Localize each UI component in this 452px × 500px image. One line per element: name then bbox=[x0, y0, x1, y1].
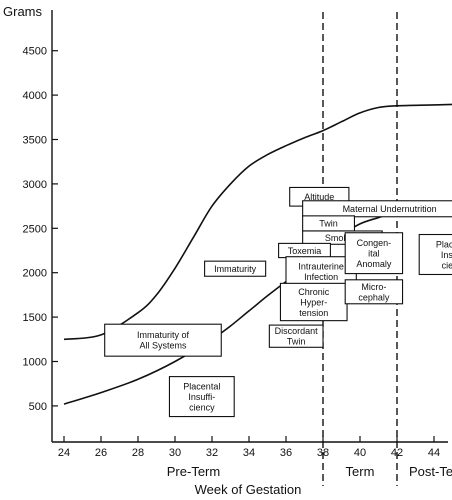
x-tick-label: 36 bbox=[280, 447, 292, 459]
annotation-text: Micro- bbox=[361, 282, 386, 292]
annotation-text: ciency bbox=[189, 402, 215, 412]
y-tick-label: 3000 bbox=[23, 179, 47, 191]
x-tick-label: 28 bbox=[132, 447, 144, 459]
annotation-text: Congen- bbox=[357, 238, 392, 248]
series-line bbox=[63, 103, 452, 341]
annotation-box: Micro-cephaly bbox=[344, 279, 404, 305]
y-tick-label: 3500 bbox=[23, 135, 47, 147]
annotation-frame bbox=[104, 323, 222, 357]
y-tick-label: 2500 bbox=[23, 223, 47, 235]
x-tick-label: 34 bbox=[243, 447, 255, 459]
annotation-text: Smoking bbox=[325, 233, 360, 243]
annotation-text: Placental bbox=[183, 381, 220, 391]
annotation-text: Hyper- bbox=[300, 297, 327, 307]
annotation-text: Toxemia bbox=[288, 246, 322, 256]
annotation-text: Chronic bbox=[298, 287, 330, 297]
annotation-text: tension bbox=[299, 308, 328, 318]
annotation-text: Insuffi- bbox=[441, 250, 452, 260]
annotation-text: cephaly bbox=[358, 292, 390, 302]
annotation-frame bbox=[418, 233, 452, 276]
annotation-frame bbox=[268, 324, 324, 348]
y-tick-label: 2000 bbox=[23, 268, 47, 280]
axes: 500 1000 1500 2000 2500 3000 3500 4000 4500 24 26 2… bbox=[23, 10, 448, 459]
x-tick-label: 44 bbox=[428, 447, 440, 459]
x-tick-label: 30 bbox=[169, 447, 181, 459]
x-axis-title: Week of Gestation bbox=[195, 482, 302, 497]
y-tick-label: 1500 bbox=[23, 312, 47, 324]
y-tick-label: 500 bbox=[29, 401, 47, 413]
x-tick-label: 24 bbox=[58, 447, 70, 459]
annotation-frame bbox=[344, 232, 404, 275]
annotation-text: Maternal Undernutrition bbox=[343, 204, 437, 214]
annotation-text: Immaturity of bbox=[137, 330, 190, 340]
period-label: Term bbox=[346, 464, 375, 479]
x-tick-label: 26 bbox=[95, 447, 107, 459]
annotation-text: Anomaly bbox=[356, 259, 392, 269]
annotation-text: Insuffi- bbox=[188, 392, 215, 402]
period-label: Post-Term bbox=[409, 464, 452, 479]
x-tick-label: 40 bbox=[354, 447, 366, 459]
annotation-frame bbox=[204, 260, 267, 277]
annotation-frame bbox=[168, 376, 235, 418]
annotation-text: ciency bbox=[442, 260, 452, 270]
annotation-text: Twin bbox=[319, 219, 338, 229]
annotation-box: Toxemia bbox=[278, 242, 331, 259]
annotation-frame bbox=[302, 200, 452, 218]
annotation-text: Twin bbox=[287, 337, 306, 347]
annotation-text: Altitude bbox=[304, 192, 334, 202]
annotation-frame bbox=[344, 279, 404, 305]
annotation-text: Placental bbox=[436, 239, 452, 249]
annotation-text: Discordant bbox=[275, 326, 319, 336]
y-tick-label: 4500 bbox=[23, 46, 47, 58]
x-tick-label: 32 bbox=[206, 447, 218, 459]
annotation-text: Infection bbox=[304, 272, 338, 282]
annotation-text: Intrauterine bbox=[298, 261, 344, 271]
annotation-text: ital bbox=[368, 248, 380, 258]
annotation-frame bbox=[285, 256, 357, 287]
annotation-boxes: Altitude Maternal Undernutrition Twin Smoki… bbox=[104, 186, 452, 418]
annotation-text: All Systems bbox=[139, 341, 187, 351]
annotation-text: Immaturity bbox=[214, 264, 257, 274]
annotation-box: Immaturity bbox=[204, 260, 267, 277]
annotation-box: Maternal Undernutrition bbox=[302, 200, 452, 218]
y-axis-title: Grams bbox=[3, 4, 43, 19]
period-label: Pre-Term bbox=[167, 464, 220, 479]
y-tick-label: 4000 bbox=[23, 90, 47, 102]
annotation-box: Twin bbox=[302, 215, 355, 232]
y-tick-label: 1000 bbox=[23, 357, 47, 369]
axis-labels: Grams Week of Gestation bbox=[3, 4, 301, 497]
